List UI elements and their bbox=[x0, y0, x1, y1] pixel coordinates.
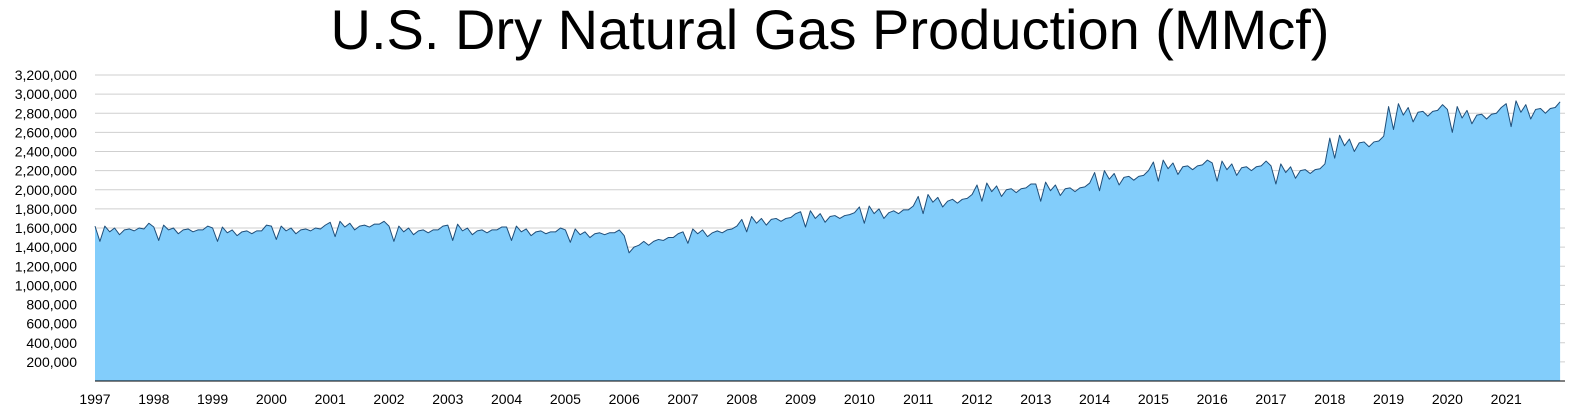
x-tick-label: 2013 bbox=[1020, 391, 1051, 407]
y-tick-label: 2,000,000 bbox=[15, 182, 77, 198]
y-tick-label: 600,000 bbox=[26, 316, 77, 332]
x-tick-label: 2019 bbox=[1373, 391, 1404, 407]
x-tick-label: 2016 bbox=[1197, 391, 1228, 407]
x-tick-label: 2007 bbox=[667, 391, 698, 407]
x-tick-label: 2001 bbox=[315, 391, 346, 407]
y-tick-label: 200,000 bbox=[26, 354, 77, 370]
x-tick-label: 2010 bbox=[844, 391, 875, 407]
x-tick-label: 2004 bbox=[491, 391, 522, 407]
y-axis-ticks: 200,000 400,000 600,000 800,000 1,000,000 1,2… bbox=[15, 67, 78, 370]
x-tick-label: 2015 bbox=[1138, 391, 1169, 407]
x-tick-label: 2021 bbox=[1491, 391, 1522, 407]
chart-title: U.S. Dry Natural Gas Production (MMcf) bbox=[330, 0, 1330, 61]
x-tick-label: 2018 bbox=[1314, 391, 1345, 407]
y-tick-label: 1,000,000 bbox=[15, 277, 77, 293]
y-tick-label: 1,200,000 bbox=[15, 258, 77, 274]
x-tick-label: 2017 bbox=[1255, 391, 1286, 407]
y-tick-label: 2,600,000 bbox=[15, 124, 77, 140]
x-tick-label: 2002 bbox=[373, 391, 404, 407]
x-tick-label: 2005 bbox=[550, 391, 581, 407]
series-line bbox=[94, 100, 1561, 254]
x-tick-label: 2000 bbox=[256, 391, 287, 407]
y-tick-label: 1,600,000 bbox=[15, 220, 77, 236]
y-tick-label: 1,800,000 bbox=[15, 201, 77, 217]
x-tick-label: 1999 bbox=[197, 391, 228, 407]
y-tick-label: 800,000 bbox=[26, 297, 77, 313]
x-tick-label: 2009 bbox=[785, 391, 816, 407]
x-tick-label: 2012 bbox=[961, 391, 992, 407]
x-tick-label: 2003 bbox=[432, 391, 463, 407]
x-tick-label: 2011 bbox=[903, 391, 933, 407]
area-fill bbox=[95, 100, 1561, 381]
y-tick-label: 3,000,000 bbox=[15, 86, 77, 102]
y-tick-label: 2,800,000 bbox=[15, 105, 77, 121]
x-axis-ticks: 1997 1998 1999 2000 2001 2002 2003 2004 2005 2006… bbox=[79, 391, 1522, 407]
y-tick-label: 2,200,000 bbox=[15, 163, 77, 179]
y-tick-label: 2,400,000 bbox=[15, 144, 77, 160]
x-tick-label: 1998 bbox=[138, 391, 169, 407]
x-tick-label: 2020 bbox=[1432, 391, 1463, 407]
y-tick-label: 3,200,000 bbox=[15, 67, 77, 83]
x-tick-label: 2006 bbox=[609, 391, 640, 407]
y-tick-label: 1,400,000 bbox=[15, 239, 77, 255]
x-tick-label: 2014 bbox=[1079, 391, 1110, 407]
x-tick-label: 1997 bbox=[79, 391, 110, 407]
y-tick-label: 400,000 bbox=[26, 335, 77, 351]
x-tick-label: 2008 bbox=[726, 391, 757, 407]
